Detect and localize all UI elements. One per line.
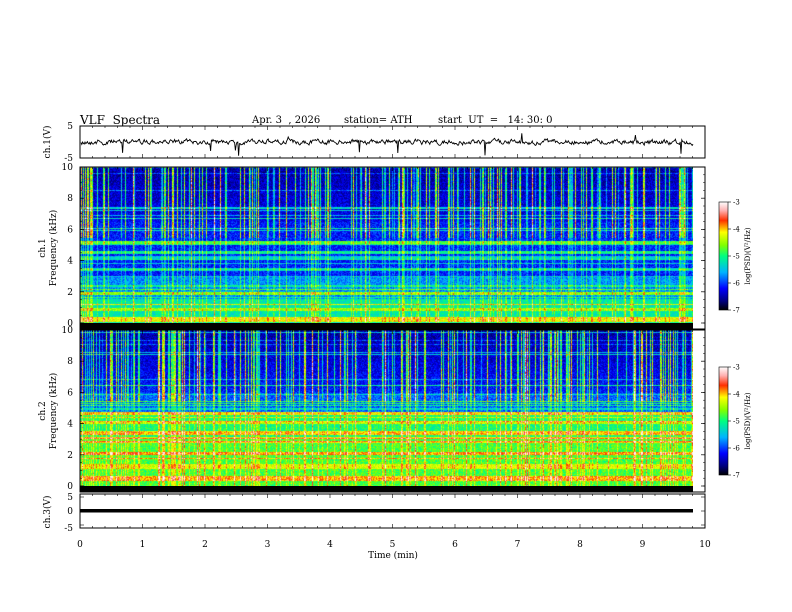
spec-ytick-label: 2 — [67, 288, 73, 298]
station-label: station= ATH — [344, 115, 413, 126]
spec-ytick-label: 0 — [67, 319, 73, 329]
colorbar-tick-label: -7 — [733, 307, 740, 315]
colorbar-tick-label: -4 — [733, 391, 740, 399]
x-tick-label: 1 — [140, 540, 146, 550]
spec-ytick-label: 8 — [67, 357, 73, 367]
spec-ytick-label: 2 — [67, 451, 73, 461]
colorbar-tick-label: -7 — [733, 472, 740, 480]
spec-ytick-label: 6 — [67, 225, 73, 235]
spec-ytick-label: 0 — [67, 482, 73, 492]
x-tick-label: 4 — [327, 540, 333, 550]
ch2-colorbar: -3 -4 -5 -6 -7 log(PSD)(V²/Hz) — [718, 364, 752, 480]
ch1-waveform-line — [80, 133, 694, 156]
x-tick-label: 8 — [577, 540, 583, 550]
ch1-colorbar: -3 -4 -5 -6 -7 log(PSD)(V²/Hz) — [718, 199, 752, 315]
colorbar-tick-label: -4 — [733, 226, 740, 234]
ch3-waveform-line — [80, 509, 693, 513]
ch1-spec-ylabel-line2: Frequency (kHz) — [48, 210, 59, 287]
colorbar-label: log(PSD)(V²/Hz) — [744, 227, 752, 284]
spec-ytick-label: 4 — [67, 257, 73, 267]
colorbar-label: log(PSD)(V²/Hz) — [744, 392, 752, 449]
ch1-spec-ylabel-line1: ch.1 — [38, 238, 48, 257]
ch1-ytick-top: 5 — [67, 122, 73, 132]
spec-ytick-label: 4 — [67, 420, 73, 430]
colorbar-tick-label: -3 — [733, 199, 740, 207]
ch2-spec-ylabel-line1: ch.2 — [38, 401, 48, 420]
x-tick-label: 2 — [202, 540, 208, 550]
date-label: Apr. 3 , 2026 — [252, 115, 321, 126]
colorbar-tick-label: -5 — [733, 418, 740, 426]
ch3-waveform-panel: 0 5 -5 ch.3(V) 0 1 2 3 4 5 6 7 8 9 10 Time (min) — [42, 493, 711, 561]
colorbar-tick-label: -6 — [733, 445, 740, 453]
spec-ytick-label: 10 — [62, 326, 74, 336]
ch1-waveform-panel: 5 -5 ch.1(V) — [42, 122, 706, 164]
x-tick-label: 6 — [452, 540, 458, 550]
x-tick-label: 7 — [515, 540, 521, 550]
x-tick-label: 0 — [77, 540, 83, 550]
x-tick-label: 3 — [265, 540, 271, 550]
x-tick-label: 10 — [699, 540, 711, 550]
ch1-ytick-bottom: -5 — [64, 154, 73, 164]
ch3-ytick-top: 5 — [67, 493, 73, 503]
ch2-spec-ylabel-line2: Frequency (kHz) — [48, 373, 59, 450]
ch3-ytick-bottom: -5 — [64, 524, 73, 534]
ch1-spectrogram-panel: 0 2 4 6 8 10 ch.1 Frequency (kHz) — [38, 163, 706, 330]
start-time-label: start UT = 14: 30: 0 — [438, 115, 553, 126]
x-tick-label: 9 — [640, 540, 646, 550]
colorbar-tick-label: -6 — [733, 280, 740, 288]
colorbar-tick-label: -3 — [733, 364, 740, 372]
ch3-ytick-mid: 0 — [67, 507, 73, 517]
ch2-spectrogram-panel: 0 2 4 6 8 10 ch.2 Frequency (kHz) — [38, 326, 706, 493]
spec-ytick-label: 8 — [67, 194, 73, 204]
ch1-wave-ylabel: ch.1(V) — [42, 126, 53, 159]
spec-ytick-label: 10 — [62, 163, 74, 173]
ch3-wave-ylabel: ch.3(V) — [42, 496, 53, 529]
ch1-spectrogram-image — [80, 167, 693, 323]
ch2-spectrogram-image — [80, 330, 693, 486]
chart-title: VLF Spectra — [80, 113, 161, 127]
x-axis-label: Time (min) — [368, 550, 418, 561]
x-tick-label: 5 — [390, 540, 396, 550]
colorbar-tick-label: -5 — [733, 253, 740, 261]
spec-ytick-label: 6 — [67, 388, 73, 398]
